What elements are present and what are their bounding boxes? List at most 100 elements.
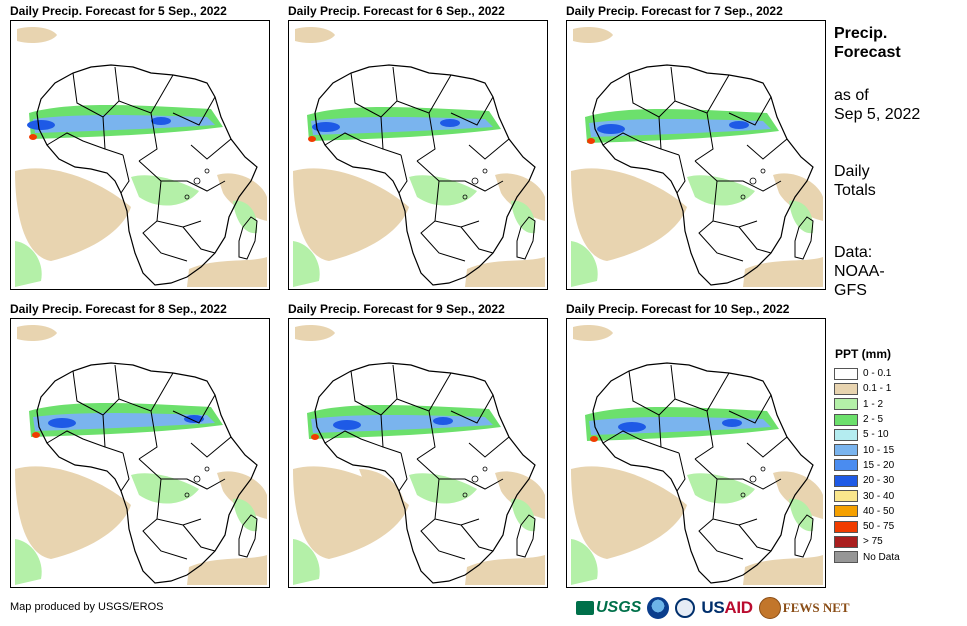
heavy-rain-cell [27,120,55,130]
central-dry-area [359,469,405,511]
madagascar-coastline [238,216,258,260]
country-border [172,394,216,424]
country-border [434,478,480,526]
country-border [468,138,510,160]
legend-item: > 75 [834,534,900,549]
country-border [698,518,744,560]
heavy-rain-cell [333,420,361,430]
lake-outline [193,177,201,185]
country-border [602,430,662,448]
legend-item: 5 - 10 [834,427,900,442]
light-rain-areas [571,473,814,585]
country-border [156,478,202,526]
lake-outline [482,168,488,174]
map-canvas [571,325,823,585]
heavy-rain-cell [312,122,340,132]
country-border [120,154,130,194]
indian-ocean-dry-area [217,173,267,221]
lake-outline [749,475,757,483]
southwest-rain-area [15,539,42,585]
light-rain-areas [15,473,258,585]
map-canvas [293,27,545,287]
borders [324,66,510,262]
indian-ocean-dry-area [495,173,545,221]
wet-rain-band [589,119,771,137]
madagascar-coastline [516,514,536,558]
southern-ocean-dry-area [187,257,267,287]
mozambique-channel-rain-area [233,498,258,532]
legend-label: 50 - 75 [863,521,895,533]
forecast-map[interactable] [288,318,548,588]
country-border [468,436,510,458]
lake-outline [740,492,746,498]
country-border [450,394,494,424]
extreme-rain-cell [308,136,316,142]
country-border [398,452,408,492]
congo-rain-area [131,175,199,206]
country-border [694,458,782,490]
lake-outline [471,177,479,185]
forecast-map[interactable] [566,318,826,588]
lake-outline [184,492,190,498]
legend-item: 50 - 75 [834,519,900,534]
sahel-rain-band [585,407,779,442]
fews-net-logo[interactable]: FEWS NET [758,597,850,619]
totals-line: Daily [834,163,870,180]
country-border [142,220,188,262]
sahel-rain-band [307,107,501,142]
legend-swatch [834,382,858,395]
forecast-map[interactable] [10,318,270,588]
heavy-rain-cell [48,418,76,428]
country-border [746,436,788,458]
country-border [398,154,408,194]
congo-rain-area [687,473,755,504]
indian-ocean-dry-area [773,471,823,519]
heavy-rain-cell [722,419,742,427]
country-border [602,132,662,150]
country-border [676,154,686,194]
legend-item: 30 - 40 [834,488,900,503]
country-border [420,518,466,560]
heading-line: Precip. [834,25,888,42]
panel-title: Daily Precip. Forecast for 7 Sep., 2022 [566,4,783,18]
mozambique-channel-rain-area [511,498,536,532]
credit-text: Map produced by USGS/EROS [10,601,164,613]
forecast-map[interactable] [566,20,826,290]
asof-date: Sep 5, 2022 [834,106,921,123]
lake-outline [184,194,190,200]
usgs-logo[interactable]: USGS [576,599,641,617]
legend-label: No Data [863,551,900,563]
north-dry-area [17,27,57,43]
indian-ocean-dry-area [217,471,267,519]
legend-swatch [834,505,858,518]
country-border [694,112,714,162]
lake-outline [462,194,468,200]
data-line: GFS [834,282,867,299]
legend-swatch [834,428,858,441]
noaa-logo-icon[interactable] [647,597,670,619]
legend-swatch [834,459,858,472]
legend-label: 0.1 - 1 [863,383,892,395]
country-border [738,226,772,254]
fews-globe-icon [758,597,781,619]
legend-item: No Data [834,550,900,565]
forecast-map[interactable] [288,20,548,290]
lake-outline [204,168,210,174]
legend-swatch [834,520,858,533]
country-border [698,220,744,262]
legend-label: 15 - 20 [863,459,895,471]
panel-title: Daily Precip. Forecast for 8 Sep., 2022 [10,302,227,316]
forecast-map[interactable] [10,20,270,290]
usaid-logo[interactable]: USAID [701,598,753,618]
legend-swatch [834,474,858,487]
congo-rain-area [687,175,755,206]
country-border [728,394,772,424]
atlantic-dry-area [293,466,409,559]
legend-label: 1 - 2 [863,398,884,410]
extreme-rain-cell [32,432,40,438]
madagascar-coastline [794,216,814,260]
legend-swatch [834,398,858,411]
country-border [746,138,788,160]
usaid-text-blue: US [701,598,725,617]
country-border [674,372,730,412]
